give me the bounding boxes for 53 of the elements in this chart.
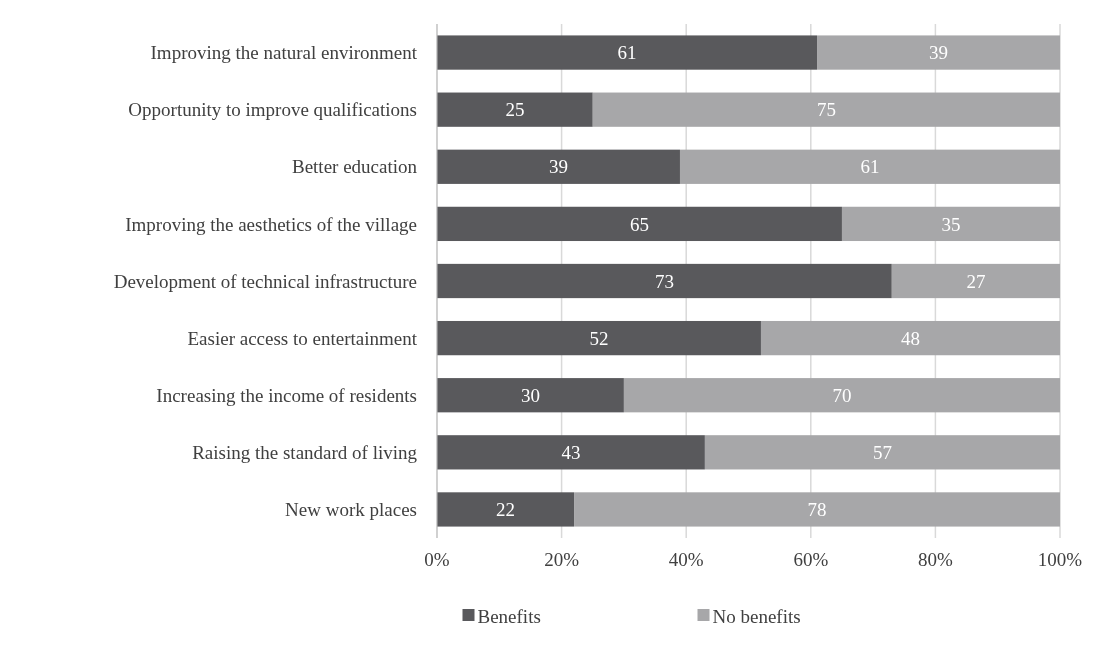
bar xyxy=(437,263,892,299)
data-label: 52 xyxy=(589,327,609,349)
bar xyxy=(891,263,1060,299)
bar xyxy=(704,435,1060,470)
x-tick-label: 0% xyxy=(424,549,450,570)
data-label: 39 xyxy=(929,42,949,64)
data-label: 48 xyxy=(900,327,920,349)
y-tick-label: Increasing the income of residents xyxy=(156,384,417,406)
y-tick-label: Easier access to entertainment xyxy=(187,327,418,349)
y-tick-label: Raising the standard of living xyxy=(192,441,418,463)
bar xyxy=(437,378,624,413)
data-label: 39 xyxy=(548,156,568,178)
y-tick-label: New work places xyxy=(285,499,417,521)
data-label: 61 xyxy=(617,42,637,64)
bar xyxy=(623,378,1060,413)
data-label: 75 xyxy=(816,99,836,121)
x-tick-label: 60% xyxy=(793,549,829,570)
bar xyxy=(592,92,1060,127)
bar xyxy=(437,206,842,242)
bar xyxy=(437,435,705,470)
bar xyxy=(679,149,1060,184)
data-label: 65 xyxy=(629,213,649,235)
y-tick-label: Opportunity to improve qualifications xyxy=(128,99,417,121)
bar xyxy=(437,320,761,356)
x-tick-label: 40% xyxy=(668,549,704,570)
legend-label: Benefits xyxy=(477,605,541,627)
bar xyxy=(841,206,1060,242)
data-label: 57 xyxy=(872,441,892,463)
data-label: 22 xyxy=(496,499,516,521)
x-tick-label: 80% xyxy=(917,549,953,570)
data-label: 61 xyxy=(860,156,880,178)
bar xyxy=(817,35,1060,70)
y-tick-label: Better education xyxy=(291,156,418,178)
y-tick-label: Improving the aesthetics of the village xyxy=(125,213,417,235)
y-tick-label: Development of technical infrastructure xyxy=(113,270,417,292)
data-label: 43 xyxy=(561,441,581,463)
x-tick-label: 100% xyxy=(1037,549,1083,570)
data-label: 25 xyxy=(505,99,525,121)
data-label: 27 xyxy=(966,270,986,292)
data-label: 78 xyxy=(807,499,827,521)
bar xyxy=(437,92,593,127)
bar xyxy=(437,35,818,70)
legend-label: No benefits xyxy=(712,605,801,627)
y-tick-label: Improving the natural environment xyxy=(150,42,418,64)
bar xyxy=(574,492,1060,527)
x-tick-label: 20% xyxy=(544,549,580,570)
data-label: 70 xyxy=(832,384,852,406)
bar xyxy=(437,149,680,184)
data-label: 35 xyxy=(941,213,961,235)
data-label: 30 xyxy=(520,384,540,406)
data-label: 73 xyxy=(654,270,674,292)
bar xyxy=(437,492,575,527)
bar xyxy=(760,320,1060,356)
